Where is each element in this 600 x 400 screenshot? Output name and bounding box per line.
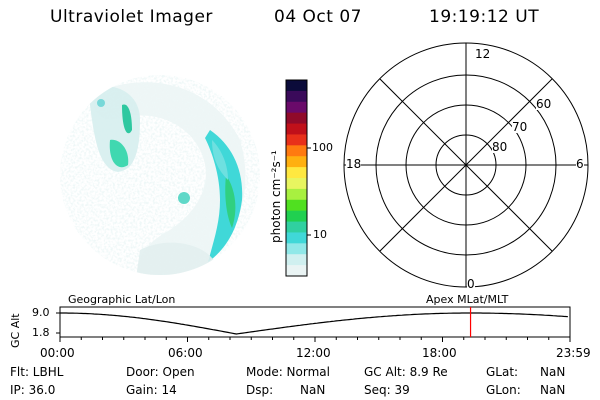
timeline-x-ticks (59, 337, 571, 342)
mlt-label-12: 12 (475, 47, 491, 61)
status-dsp-value: NaN (300, 383, 326, 397)
colorbar-segment (286, 167, 307, 179)
status-gc-alt: GC Alt: 8.9 Re (364, 365, 448, 379)
small-spot (178, 192, 190, 204)
time-label: 19:19:12 UT (429, 7, 540, 27)
oval-upper (212, 140, 228, 180)
timeline-right-title: Apex MLat/MLT (426, 293, 509, 306)
ytick-label-1-8: 1.8 (32, 326, 50, 339)
mlat-label-70: 70 (512, 120, 528, 134)
colorbar-segment (286, 123, 307, 135)
xtick-label-0000: 00:00 (40, 346, 75, 360)
colorbar-frame (285, 79, 308, 277)
status-seq: Seq: 39 (364, 383, 410, 397)
oval-bright (225, 175, 236, 228)
colorbar-segment (286, 221, 307, 233)
colorbar-tick-100: 100 (312, 141, 333, 154)
colorbar-segment (286, 145, 307, 157)
xtick-label-1200: 12:00 (296, 346, 331, 360)
bright-spot-2 (122, 104, 132, 134)
altitude-curve (60, 312, 568, 335)
status-gain: Gain: 14 (126, 383, 177, 397)
mlat-label-60: 60 (536, 97, 552, 111)
mlat-label-80: 80 (492, 140, 508, 154)
status-door: Door: Open (126, 365, 195, 379)
oval-crescent (205, 130, 243, 262)
speck-spot (97, 99, 105, 107)
colorbar-segment (286, 232, 307, 244)
colorbar-tick-10: 10 (313, 228, 327, 241)
colorbar-segment (286, 112, 307, 125)
status-flt: Flt: LBHL (10, 365, 64, 379)
timeline-frame (59, 306, 571, 338)
timeline-left-title: Geographic Lat/Lon (68, 293, 176, 306)
colorbar-segment (286, 188, 307, 201)
colorbar-segment (286, 210, 307, 223)
status-ip: IP: 36.0 (10, 383, 56, 397)
status-mode: Mode: Normal (246, 365, 330, 379)
xtick-label-2359: 23:59 (556, 346, 591, 360)
xtick-label-1800: 18:00 (422, 346, 457, 360)
date-label: 04 Oct 07 (274, 7, 362, 27)
colorbar-segment (286, 90, 307, 103)
colorbar-segment (286, 243, 307, 255)
ytick-label-9: 9.0 (32, 306, 50, 319)
colorbar-segment (286, 199, 307, 212)
status-dsp-label: Dsp: (246, 383, 274, 397)
instrument-title: Ultraviolet Imager (50, 7, 213, 27)
colorbar-segment (286, 156, 307, 168)
mlt-label-18: 18 (346, 157, 362, 171)
mlt-label-6: 6 (576, 157, 584, 171)
status-glon-value: NaN (540, 383, 566, 397)
mlt-label-0: 0 (467, 277, 475, 291)
colorbar-segment (286, 254, 307, 266)
colorbar-segment (286, 178, 307, 190)
lower-region (135, 242, 215, 275)
xtick-label-0600: 06:00 (168, 346, 203, 360)
status-glon-label: GLon: (486, 383, 521, 397)
colorbar-segment (286, 265, 307, 277)
polar-diag-2 (379, 78, 553, 252)
status-glat-label: GLat: (486, 365, 519, 379)
colorbar-segment (286, 80, 307, 92)
colorbar-segments (286, 80, 307, 277)
status-glat-value: NaN (540, 365, 566, 379)
colorbar-segment (286, 134, 307, 146)
bright-spot-1 (109, 139, 129, 168)
colorbar-segment (286, 101, 307, 114)
timeline-axis-label: GC Alt (9, 313, 22, 348)
